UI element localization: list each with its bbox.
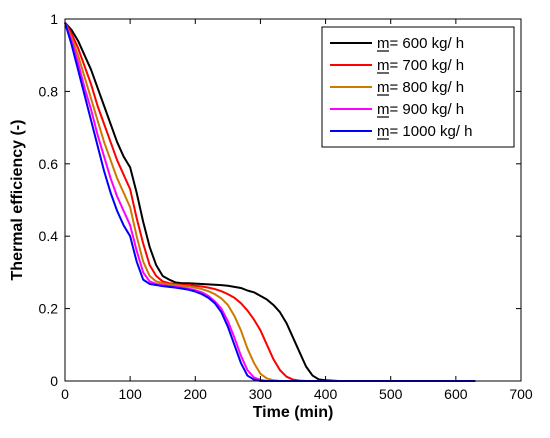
series-line-1 — [64, 21, 476, 382]
legend: m= 600 kg/ h m= 700 kg/ h m= 800 kg/ h m= 9… — [321, 26, 515, 148]
x-tick-label: 200 — [184, 386, 208, 402]
y-axis-title: Thermal efficiency (-) — [9, 120, 26, 281]
x-axis-title: Time (min) — [253, 404, 334, 421]
x-tick-label: 300 — [249, 386, 273, 402]
ticks-layer: 0 100 200 300 400 500 600 700 0 0.2 0.4 0.6 0.8 1 — [39, 11, 533, 402]
legend-label-5: m= 1000 kg/ h — [377, 123, 472, 140]
y-tick-label: 0.2 — [39, 301, 59, 317]
y-tick-label: 0.4 — [39, 228, 59, 244]
x-tick-label: 0 — [61, 386, 69, 402]
y-tick-label: 1 — [50, 11, 58, 27]
x-tick-label: 600 — [444, 386, 468, 402]
legend-label-4: m= 900 kg/ h — [377, 101, 464, 118]
legend-label-2: m= 700 kg/ h — [377, 57, 464, 74]
legend-label-3: m= 800 kg/ h — [377, 79, 464, 96]
x-tick-label: 500 — [379, 386, 403, 402]
series-layer — [64, 21, 476, 382]
series-line-5 — [64, 22, 476, 382]
y-tick-label: 0 — [50, 373, 58, 389]
y-tick-label: 0.8 — [39, 83, 59, 99]
x-tick-label: 400 — [314, 386, 338, 402]
series-line-2 — [64, 22, 476, 382]
plot-frame — [64, 18, 522, 382]
x-tick-label: 700 — [509, 386, 533, 402]
x-tick-label: 100 — [118, 386, 142, 402]
y-tick-label: 0.6 — [39, 156, 59, 172]
legend-label-1: m= 600 kg/ h — [377, 35, 464, 52]
series-line-3 — [64, 22, 476, 382]
